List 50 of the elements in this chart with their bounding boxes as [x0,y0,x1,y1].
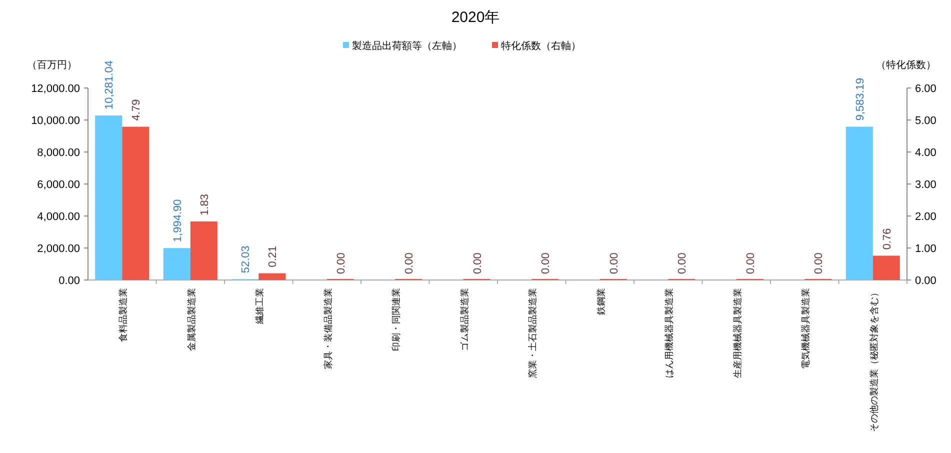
x-tick-label: 生産用機械器具製造業 [732,288,742,378]
y2-tick-label: 3.00 [915,179,936,191]
y2-tick-label: 4.00 [915,147,936,159]
x-tick-label: 電気機械器具製造業 [800,288,811,369]
data-label: 0.00 [540,252,552,274]
legend-label: 製造品出荷額等（左軸） [352,40,462,52]
data-label: 0.21 [267,246,280,268]
data-label: 0.00 [404,252,416,274]
data-label: 4.79 [130,99,143,121]
x-tick-label: 金属製品製造業 [186,288,196,351]
x-tick-label: はん用機械器具製造業 [664,288,674,378]
data-label: 0.00 [813,252,826,274]
y2-tick-label: 6.00 [915,83,936,95]
y-tick-label: 6,000.00 [37,179,80,191]
y-tick-label: 8,000.00 [37,147,80,159]
data-label: 0.76 [881,228,894,250]
x-tick-label: 食料品製造業 [118,288,128,342]
data-label: 1,994.90 [172,199,184,242]
data-label: 0.00 [472,252,484,274]
y2-tick-label: 1.00 [915,243,936,255]
data-label: 0.00 [608,252,620,274]
y-tick-label: 4,000.00 [37,211,80,223]
data-label: 0.00 [744,252,757,274]
x-tick-label: ゴム製品製造業 [459,288,470,351]
y-axis-title: （百万円） [27,60,77,71]
data-label: 52.03 [240,246,252,274]
bar [846,126,873,280]
bar [872,256,900,280]
x-tick-label: 窯業・土石製品製造業 [528,288,538,378]
data-label: 9,583.19 [854,78,866,121]
y2-tick-label: 5.00 [915,115,936,127]
data-label: 0.00 [676,252,689,274]
x-tick-label: 繊維工業 [254,288,265,325]
x-tick-label: 印刷・同関連業 [391,288,402,351]
y2-tick-label: 2.00 [915,211,936,223]
data-label: 1.83 [198,194,211,216]
y-tick-label: 10,000.00 [31,115,80,127]
data-label: 0.00 [335,252,348,274]
legend-label: 特化係数（右軸） [501,40,581,52]
y-tick-label: 2,000.00 [37,243,80,255]
x-tick-label: 鉄鋼業 [596,288,606,315]
data-label: 10,281.04 [104,60,116,110]
y-tick-label: 0.00 [58,275,80,287]
x-tick-label: その他の製造業（秘匿対象を含む） [868,288,879,432]
chart-title: 2020年 [451,9,500,26]
y2-tick-label: 0.00 [915,275,936,287]
y-tick-label: 12,000.00 [31,83,80,95]
bar [258,273,286,280]
y2-axis-title: （特化係数） [876,59,936,71]
x-tick-label: 家具・装備品製造業 [322,288,333,369]
